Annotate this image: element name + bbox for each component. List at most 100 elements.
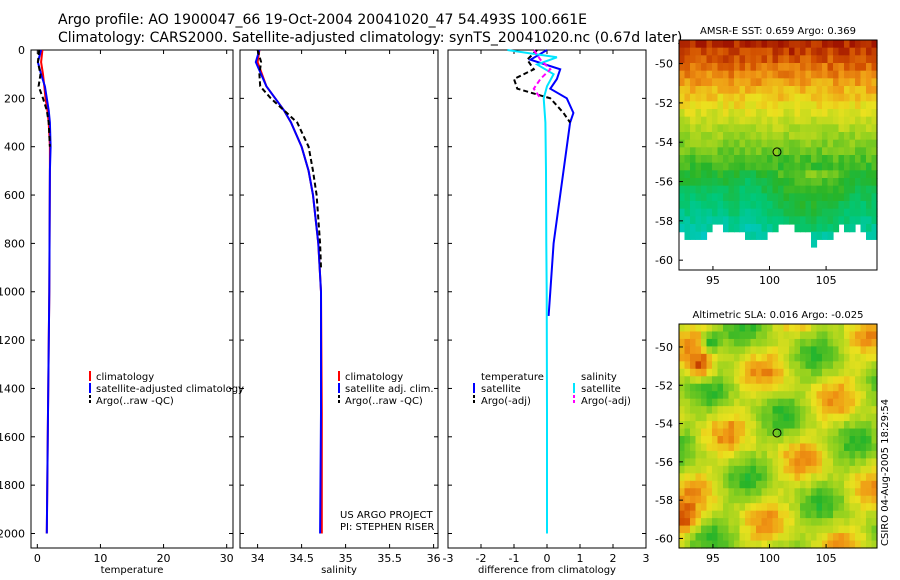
sst-map-cell — [756, 208, 763, 217]
salinity-profile-legend-label: climatology — [345, 372, 403, 383]
sla-map-cell — [811, 331, 818, 340]
sla-map-cell — [805, 398, 812, 407]
sla-map-cell — [750, 324, 757, 333]
sla-map-cell — [767, 458, 774, 467]
sla-map-cell — [679, 361, 686, 370]
sst-map-cell — [844, 86, 851, 95]
sst-map-cell — [690, 162, 697, 171]
sst-map-cell — [772, 55, 779, 64]
sla-map-cell — [723, 436, 730, 445]
sla-map-cell — [728, 465, 735, 474]
sst-map-cell — [871, 109, 878, 118]
sla-map-cell — [866, 533, 873, 542]
sst-map-cell — [849, 70, 856, 79]
sla-map-cell — [745, 443, 752, 452]
sla-map-cell — [833, 540, 840, 549]
sla-map-cell — [794, 383, 801, 392]
sst-map-cell — [701, 93, 708, 102]
sst-map-cell — [679, 193, 686, 202]
sst-map-cell — [789, 155, 796, 164]
sla-map-cell — [800, 428, 807, 437]
sst-map-cell — [767, 155, 774, 164]
sla-map-cell — [739, 383, 746, 392]
sla-map-cell — [778, 346, 785, 355]
difference-legend-label: Argo(-adj) — [581, 396, 631, 407]
sla-map-cell — [866, 406, 873, 415]
sst-map-cell — [827, 208, 834, 217]
sst-map-cell — [756, 86, 763, 95]
sst-map-cell — [750, 78, 757, 87]
sla-map-cell — [717, 488, 724, 497]
sst-map-cell — [717, 201, 724, 210]
sst-map-cell — [767, 124, 774, 133]
sla-map-cell — [844, 346, 851, 355]
sla-map-cell — [805, 488, 812, 497]
sla-map-cell — [695, 443, 702, 452]
sst-map-cell — [783, 101, 790, 110]
sla-map-cell — [739, 324, 746, 333]
sla-map-cell — [783, 331, 790, 340]
sst-map-cell — [778, 63, 785, 72]
sst-map-cell — [783, 132, 790, 141]
sla-map-cell — [844, 361, 851, 370]
sst-map-cell — [734, 193, 741, 202]
sst-map-cell — [778, 170, 785, 179]
sla-map-cell — [849, 495, 856, 504]
sla-map-cell — [866, 391, 873, 400]
sla-map-cell — [783, 450, 790, 459]
sst-map-cell — [723, 170, 730, 179]
sst-map-cell — [871, 78, 878, 87]
sst-map-cell — [811, 40, 818, 49]
sla-map-cell — [695, 368, 702, 377]
sst-map-cell — [679, 224, 686, 233]
sla-map-cell — [761, 473, 768, 482]
sla-map-cell — [772, 465, 779, 474]
sla-map-cell — [789, 465, 796, 474]
sst-map-cell — [827, 116, 834, 125]
sst-map-cell — [794, 63, 801, 72]
sla-map-cell — [712, 465, 719, 474]
sst-map-cell — [800, 86, 807, 95]
sla-map-cell — [706, 540, 713, 549]
sst-map-cell — [679, 124, 686, 133]
sst-map-cell — [756, 170, 763, 179]
sst-map-cell — [750, 116, 757, 125]
sla-map-cell — [816, 331, 823, 340]
sst-map-cell — [838, 185, 845, 194]
sst-map-cell — [789, 70, 796, 79]
sla-map-cell — [844, 533, 851, 542]
sla-map-cell — [756, 361, 763, 370]
sla-map-cell — [794, 353, 801, 362]
sst-map-cell — [750, 216, 757, 225]
sla-map-cell — [767, 510, 774, 519]
sst-map-cell — [723, 93, 730, 102]
sst-map-cell — [761, 93, 768, 102]
sst-map-cell — [679, 139, 686, 148]
sla-map-cell — [734, 331, 741, 340]
sst-map-cell — [684, 216, 691, 225]
sla-map-cell — [706, 443, 713, 452]
sla-map-cell — [800, 533, 807, 542]
sla-map-cell — [800, 473, 807, 482]
sst-map-cell — [728, 70, 735, 79]
sla-map-cell — [844, 458, 851, 467]
sst-map-cell — [706, 178, 713, 187]
sla-map-cell — [728, 331, 735, 340]
sst-map-cell — [723, 78, 730, 87]
sst-map-cell — [822, 178, 829, 187]
sla-map-cell — [728, 391, 735, 400]
sst-map-cell — [778, 109, 785, 118]
sst-map-cell — [849, 63, 856, 72]
sla-map-cell — [690, 480, 697, 489]
sla-map-cell — [723, 480, 730, 489]
sla-map-cell — [860, 540, 867, 549]
sst-map-cell — [750, 162, 757, 171]
sla-map-cell — [783, 324, 790, 333]
sla-map-cell — [822, 391, 829, 400]
sla-map-cell — [789, 353, 796, 362]
sla-map-cell — [778, 353, 785, 362]
sla-map-cell — [855, 413, 862, 422]
sla-map-cell — [783, 413, 790, 422]
sla-map-cell — [701, 503, 708, 512]
sla-map-cell — [838, 413, 845, 422]
